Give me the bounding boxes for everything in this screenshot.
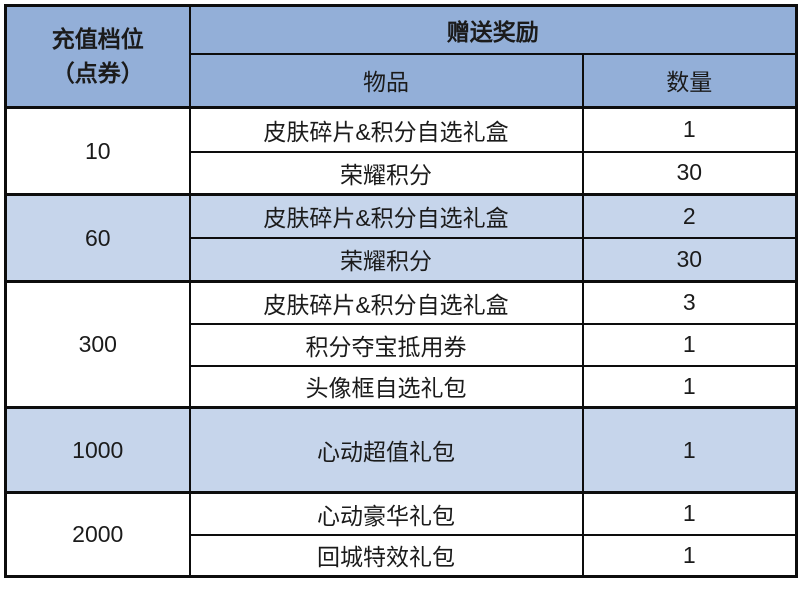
- qty-cell: 3: [581, 280, 798, 325]
- tier-column-header: 充值档位 （点券）: [4, 4, 191, 109]
- recharge-rewards-table: 充值档位 （点券） 赠送奖励 物品 数量 10 皮肤碎片&积分自选礼盒 1 荣耀…: [4, 4, 798, 578]
- qty-cell: 1: [581, 106, 798, 153]
- item-cell: 皮肤碎片&积分自选礼盒: [188, 280, 584, 325]
- item-cell: 皮肤碎片&积分自选礼盒: [188, 193, 584, 239]
- table-row: 60 皮肤碎片&积分自选礼盒 2: [4, 193, 798, 283]
- header-row-2: 物品 数量: [6, 52, 798, 109]
- item-cell: 心动超值礼包: [188, 406, 584, 494]
- qty-cell: 1: [581, 491, 798, 536]
- table-row: 300 皮肤碎片&积分自选礼盒 3: [4, 280, 798, 409]
- qty-cell: 2: [581, 193, 798, 239]
- table-row: 1000 心动超值礼包 1: [4, 406, 798, 494]
- table-row: 荣耀积分 30: [6, 150, 798, 196]
- item-cell: 荣耀积分: [188, 236, 584, 283]
- qty-cell: 1: [581, 406, 798, 494]
- item-cell: 回城特效礼包: [188, 533, 584, 578]
- rewards-group-header: 赠送奖励: [188, 4, 798, 55]
- table-row: 10 皮肤碎片&积分自选礼盒 1: [4, 106, 798, 196]
- tier-cell: 60: [4, 193, 191, 283]
- qty-cell: 1: [581, 364, 798, 409]
- table-row: 回城特效礼包 1: [6, 533, 798, 578]
- table-row: 荣耀积分 30: [6, 236, 798, 283]
- tier-cell: 2000: [4, 491, 191, 578]
- tier-cell: 10: [4, 106, 191, 196]
- item-cell: 积分夺宝抵用券: [188, 322, 584, 367]
- item-cell: 荣耀积分: [188, 150, 584, 196]
- qty-cell: 1: [581, 322, 798, 367]
- qty-cell: 30: [581, 150, 798, 196]
- header-row-1: 充值档位 （点券） 赠送奖励: [4, 4, 798, 109]
- table-row: 积分夺宝抵用券 1: [6, 322, 798, 367]
- qty-column-header: 数量: [581, 52, 798, 109]
- table-row: 2000 心动豪华礼包 1: [4, 491, 798, 578]
- item-cell: 头像框自选礼包: [188, 364, 584, 409]
- tier-cell: 1000: [4, 406, 191, 494]
- item-cell: 心动豪华礼包: [188, 491, 584, 536]
- tier-header-line1: 充值档位: [51, 26, 144, 53]
- tier-header-line2: （点券）: [51, 59, 144, 86]
- qty-cell: 30: [581, 236, 798, 283]
- qty-cell: 1: [581, 533, 798, 578]
- tier-cell: 300: [4, 280, 191, 409]
- item-column-header: 物品: [188, 52, 584, 109]
- item-cell: 皮肤碎片&积分自选礼盒: [188, 106, 584, 153]
- table-row: 头像框自选礼包 1: [6, 364, 798, 409]
